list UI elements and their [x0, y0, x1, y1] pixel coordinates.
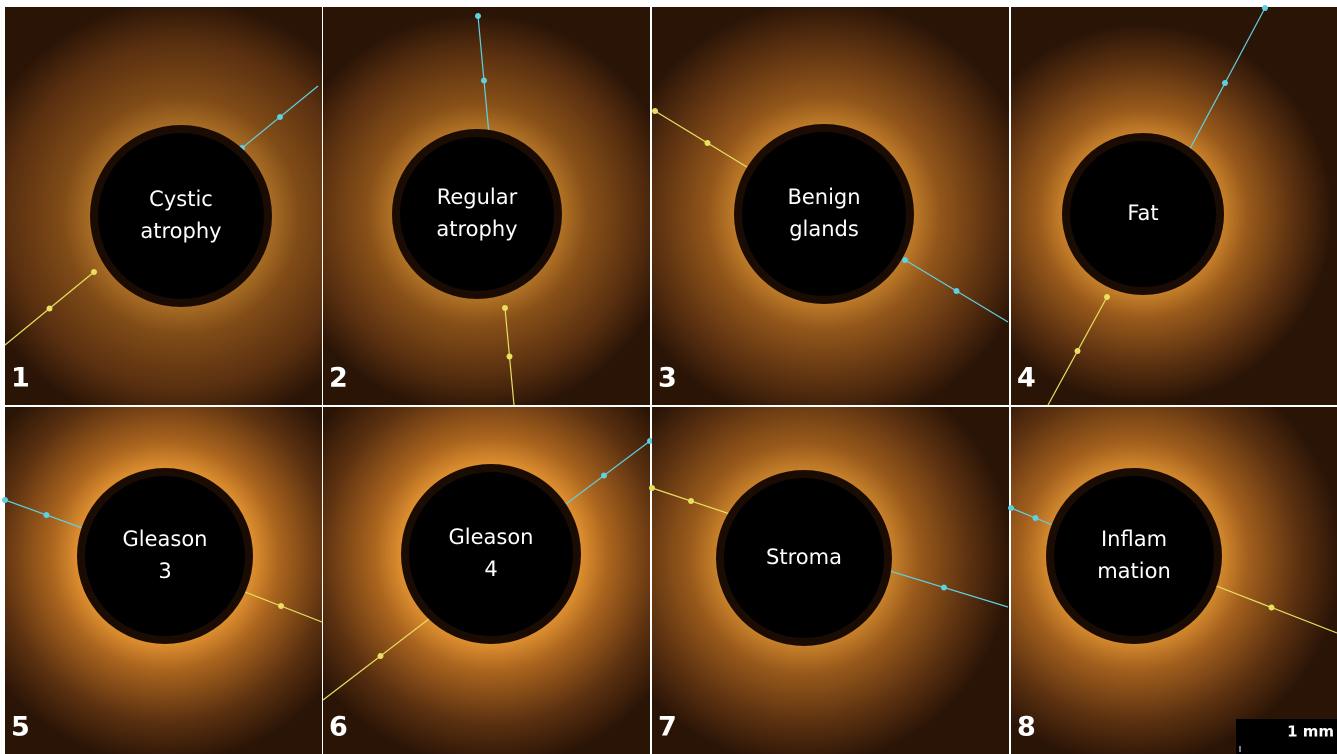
scale-label: 1 mm	[1287, 723, 1334, 741]
measure-dot	[2, 497, 8, 503]
panel-number: 8	[1017, 712, 1036, 743]
tissue-label: Regular	[437, 185, 518, 209]
tissue-label: Stroma	[766, 545, 842, 569]
measure-dot	[902, 257, 908, 263]
measure-dot	[1008, 505, 1014, 511]
lumen	[742, 132, 906, 296]
measure-dot	[47, 306, 53, 312]
tissue-label: Benign	[787, 185, 860, 209]
measure-dot	[44, 512, 50, 518]
measure-dot	[688, 498, 694, 504]
measure-dot	[475, 13, 481, 19]
panel: Regular atrophy 2	[323, 7, 650, 405]
measure-dot	[954, 288, 960, 294]
tissue-label: 4	[484, 557, 497, 581]
measure-dot	[502, 305, 508, 311]
measure-dot	[649, 485, 655, 491]
measure-dot	[1104, 294, 1110, 300]
lumen	[400, 137, 554, 291]
panels: Cystic atrophy 1 Regular atrophy 2 Benign gland…	[2, 5, 1337, 754]
panel-number: 7	[658, 712, 677, 743]
measure-dot	[652, 108, 658, 114]
panel-number: 1	[11, 363, 30, 394]
panel: Stroma 7	[649, 407, 1009, 754]
panel-number: 5	[11, 712, 30, 743]
measure-dot	[278, 603, 284, 609]
panel-number: 3	[658, 363, 677, 394]
measure-dot	[1269, 605, 1275, 611]
measure-dot	[91, 269, 97, 275]
panel: Cystic atrophy 1	[5, 7, 322, 405]
tissue-label: Cystic	[149, 187, 213, 211]
measure-dot	[1262, 5, 1268, 11]
panel: Benign glands 3	[652, 7, 1009, 405]
tissue-label: Fat	[1127, 201, 1158, 225]
figure: Cystic atrophy 1 Regular atrophy 2 Benign gland…	[0, 0, 1337, 754]
panel-number: 2	[329, 363, 348, 394]
lumen	[85, 476, 245, 636]
measure-dot	[601, 473, 607, 479]
tissue-label: mation	[1097, 559, 1171, 583]
tissue-label: glands	[789, 217, 859, 241]
tissue-label: Gleason	[123, 527, 208, 551]
tissue-label: atrophy	[436, 217, 517, 241]
measure-dot	[941, 585, 947, 591]
lumen	[409, 472, 573, 636]
measure-dot	[481, 78, 487, 84]
panel-number: 6	[329, 712, 348, 743]
panel-number: 4	[1017, 363, 1036, 394]
panel: Gleason 3 5	[2, 407, 322, 754]
panel: Gleason 4 6	[323, 407, 653, 754]
panel: Fat 4	[1011, 5, 1337, 405]
measure-dot	[1075, 348, 1081, 354]
tissue-label: atrophy	[140, 219, 221, 243]
measure-dot	[277, 114, 283, 120]
measure-dot	[378, 653, 384, 659]
measure-dot	[1222, 80, 1228, 86]
tissue-label: Gleason	[449, 525, 534, 549]
measure-dot	[705, 140, 711, 146]
measure-dot	[1033, 515, 1039, 521]
lumen	[98, 133, 264, 299]
lumen	[1054, 476, 1214, 636]
tissue-label: Inflam	[1101, 527, 1167, 551]
measure-dot	[507, 354, 513, 360]
panel: Inflam mation 8	[1008, 407, 1337, 754]
tissue-label: 3	[158, 559, 171, 583]
